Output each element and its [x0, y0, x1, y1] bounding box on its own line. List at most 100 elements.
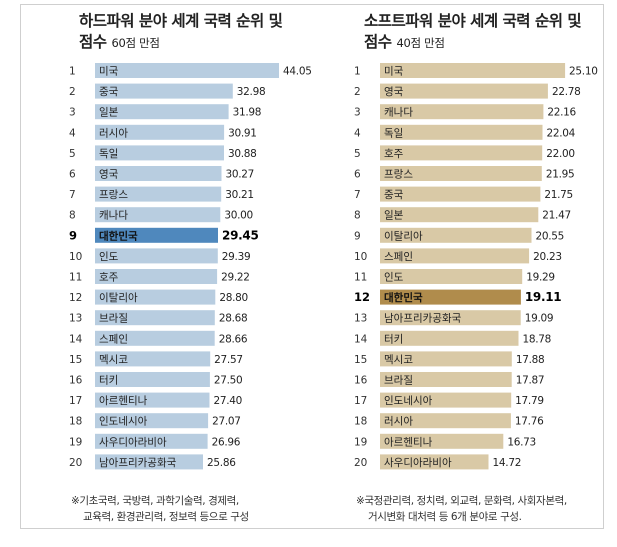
bar: [380, 124, 543, 140]
bar: [95, 289, 216, 305]
chart-row: 18 인도네시아 27.07: [69, 413, 241, 429]
rank-label: 4: [354, 127, 361, 139]
rank-label: 13: [69, 313, 82, 325]
bar: [95, 104, 229, 120]
bar: [380, 166, 542, 181]
chart-row: 1 미국 25.10: [354, 63, 598, 78]
value-label: 21.75: [544, 189, 573, 201]
chart-row: 14 터키 18.78: [354, 330, 551, 346]
rank-label: 13: [354, 313, 367, 325]
bar: [380, 207, 539, 223]
chart-row: 19 사우디아라비아 26.96: [69, 433, 241, 449]
chart-row: 10 스페인 20.23: [354, 248, 562, 264]
soft-power-title-line1: 소프트파워 분야 세계 국력 순위 및: [364, 12, 582, 30]
bar: [380, 330, 519, 346]
hard-power-note-line2: 교육력, 환경관리력, 정보력 등으로 구성: [83, 511, 249, 523]
rank-label: 4: [69, 127, 76, 139]
rank-label: 17: [354, 395, 367, 407]
chart-row: 14 스페인 28.66: [69, 330, 248, 346]
value-label: 17.88: [516, 354, 545, 366]
value-label: 27.40: [213, 395, 242, 407]
value-label: 26.96: [212, 436, 241, 448]
chart-row: 2 영국 22.78: [354, 83, 581, 99]
country-label: 남아프리카공화국: [384, 313, 462, 325]
country-label: 스페인: [99, 333, 128, 345]
soft-power-note: ※국정관리력, 정치력, 외교력, 문화력, 사회자본력, 거시변화 대처력 등…: [356, 493, 606, 525]
hard-power-title-line1: 하드파워 분야 세계 국력 순위 및: [79, 12, 283, 30]
value-label: 27.50: [214, 375, 243, 387]
value-label: 29.39: [222, 251, 251, 263]
bar: [95, 186, 222, 202]
country-label: 스페인: [384, 251, 413, 263]
bar: [380, 454, 489, 470]
value-label: 14.72: [493, 457, 522, 469]
chart-row: 15 멕시코 27.57: [69, 351, 243, 367]
value-label: 18.78: [522, 333, 551, 345]
bar: [380, 248, 530, 264]
chart-row: 6 영국 30.27: [69, 166, 254, 181]
value-label: 22.78: [552, 86, 581, 98]
hard-power-title: 하드파워 분야 세계 국력 순위 및 점수 60점 만점: [79, 11, 319, 54]
hard-power-note-line1: ※기초국력, 국방력, 과학기술력, 경제력,: [71, 495, 239, 507]
rank-label: 16: [354, 375, 368, 387]
rank-label: 11: [354, 272, 367, 284]
chart-row: 4 독일 22.04: [354, 124, 576, 140]
chart-row: 20 남아프리카공화국 25.86: [69, 454, 237, 470]
rank-label: 3: [354, 107, 361, 119]
value-label: 22.00: [546, 148, 575, 160]
bar: [95, 330, 215, 346]
country-label: 사우디아라비아: [384, 457, 452, 469]
bar: [95, 269, 218, 284]
country-label: 캐나다: [384, 107, 413, 119]
rank-label: 14: [354, 333, 368, 345]
country-label: 멕시코: [384, 354, 413, 366]
value-label: 16.73: [507, 436, 536, 448]
rank-label: 18: [354, 416, 367, 428]
country-label: 미국: [99, 66, 119, 78]
chart-row: 16 브라질 17.87: [354, 372, 545, 387]
rank-label: 19: [354, 436, 367, 448]
value-label: 17.87: [516, 375, 545, 387]
bar: [95, 145, 224, 161]
country-label: 일본: [99, 106, 119, 119]
rank-label: 1: [354, 66, 361, 78]
rank-label: 19: [69, 436, 82, 448]
country-label: 호주: [99, 272, 119, 284]
value-label: 29.22: [221, 272, 250, 284]
country-label: 아르헨티나: [384, 436, 433, 448]
rank-label: 7: [69, 189, 76, 201]
country-label: 호주: [384, 148, 404, 160]
bar: [95, 207, 221, 223]
bar: [95, 413, 209, 429]
value-label: 20.55: [536, 230, 565, 242]
bar: [380, 83, 548, 99]
chart-row: 11 호주 29.22: [69, 269, 250, 284]
bar: [95, 372, 210, 387]
bar: [380, 310, 521, 326]
hard-power-title-line2-wrap: 점수 60점 만점: [79, 32, 319, 54]
rank-label: 16: [69, 375, 83, 387]
chart-row: 7 프랑스 30.21: [69, 186, 254, 202]
value-label: 20.23: [533, 251, 562, 263]
rank-label: 20: [354, 457, 367, 469]
rank-label: 9: [354, 230, 361, 242]
bar: [380, 372, 512, 387]
soft-power-title: 소프트파워 분야 세계 국력 순위 및 점수 40점 만점: [364, 11, 604, 54]
bar: [95, 454, 203, 470]
bar: [380, 392, 512, 408]
value-label: 19.09: [525, 313, 554, 325]
bar: [95, 310, 215, 326]
rank-label: 5: [354, 148, 361, 160]
bar: [95, 248, 218, 264]
soft-power-subtitle: 40점 만점: [396, 36, 445, 50]
bar: [95, 124, 225, 140]
value-label: 28.66: [219, 333, 248, 345]
rank-label: 15: [69, 354, 82, 366]
country-label: 인도네시아: [384, 395, 433, 407]
value-label: 30.91: [228, 127, 257, 139]
country-label: 대한민국: [384, 291, 423, 304]
country-label: 영국: [384, 86, 404, 98]
value-label: 29.45: [222, 228, 258, 242]
country-label: 러시아: [384, 416, 413, 428]
country-label: 대한민국: [99, 229, 138, 242]
